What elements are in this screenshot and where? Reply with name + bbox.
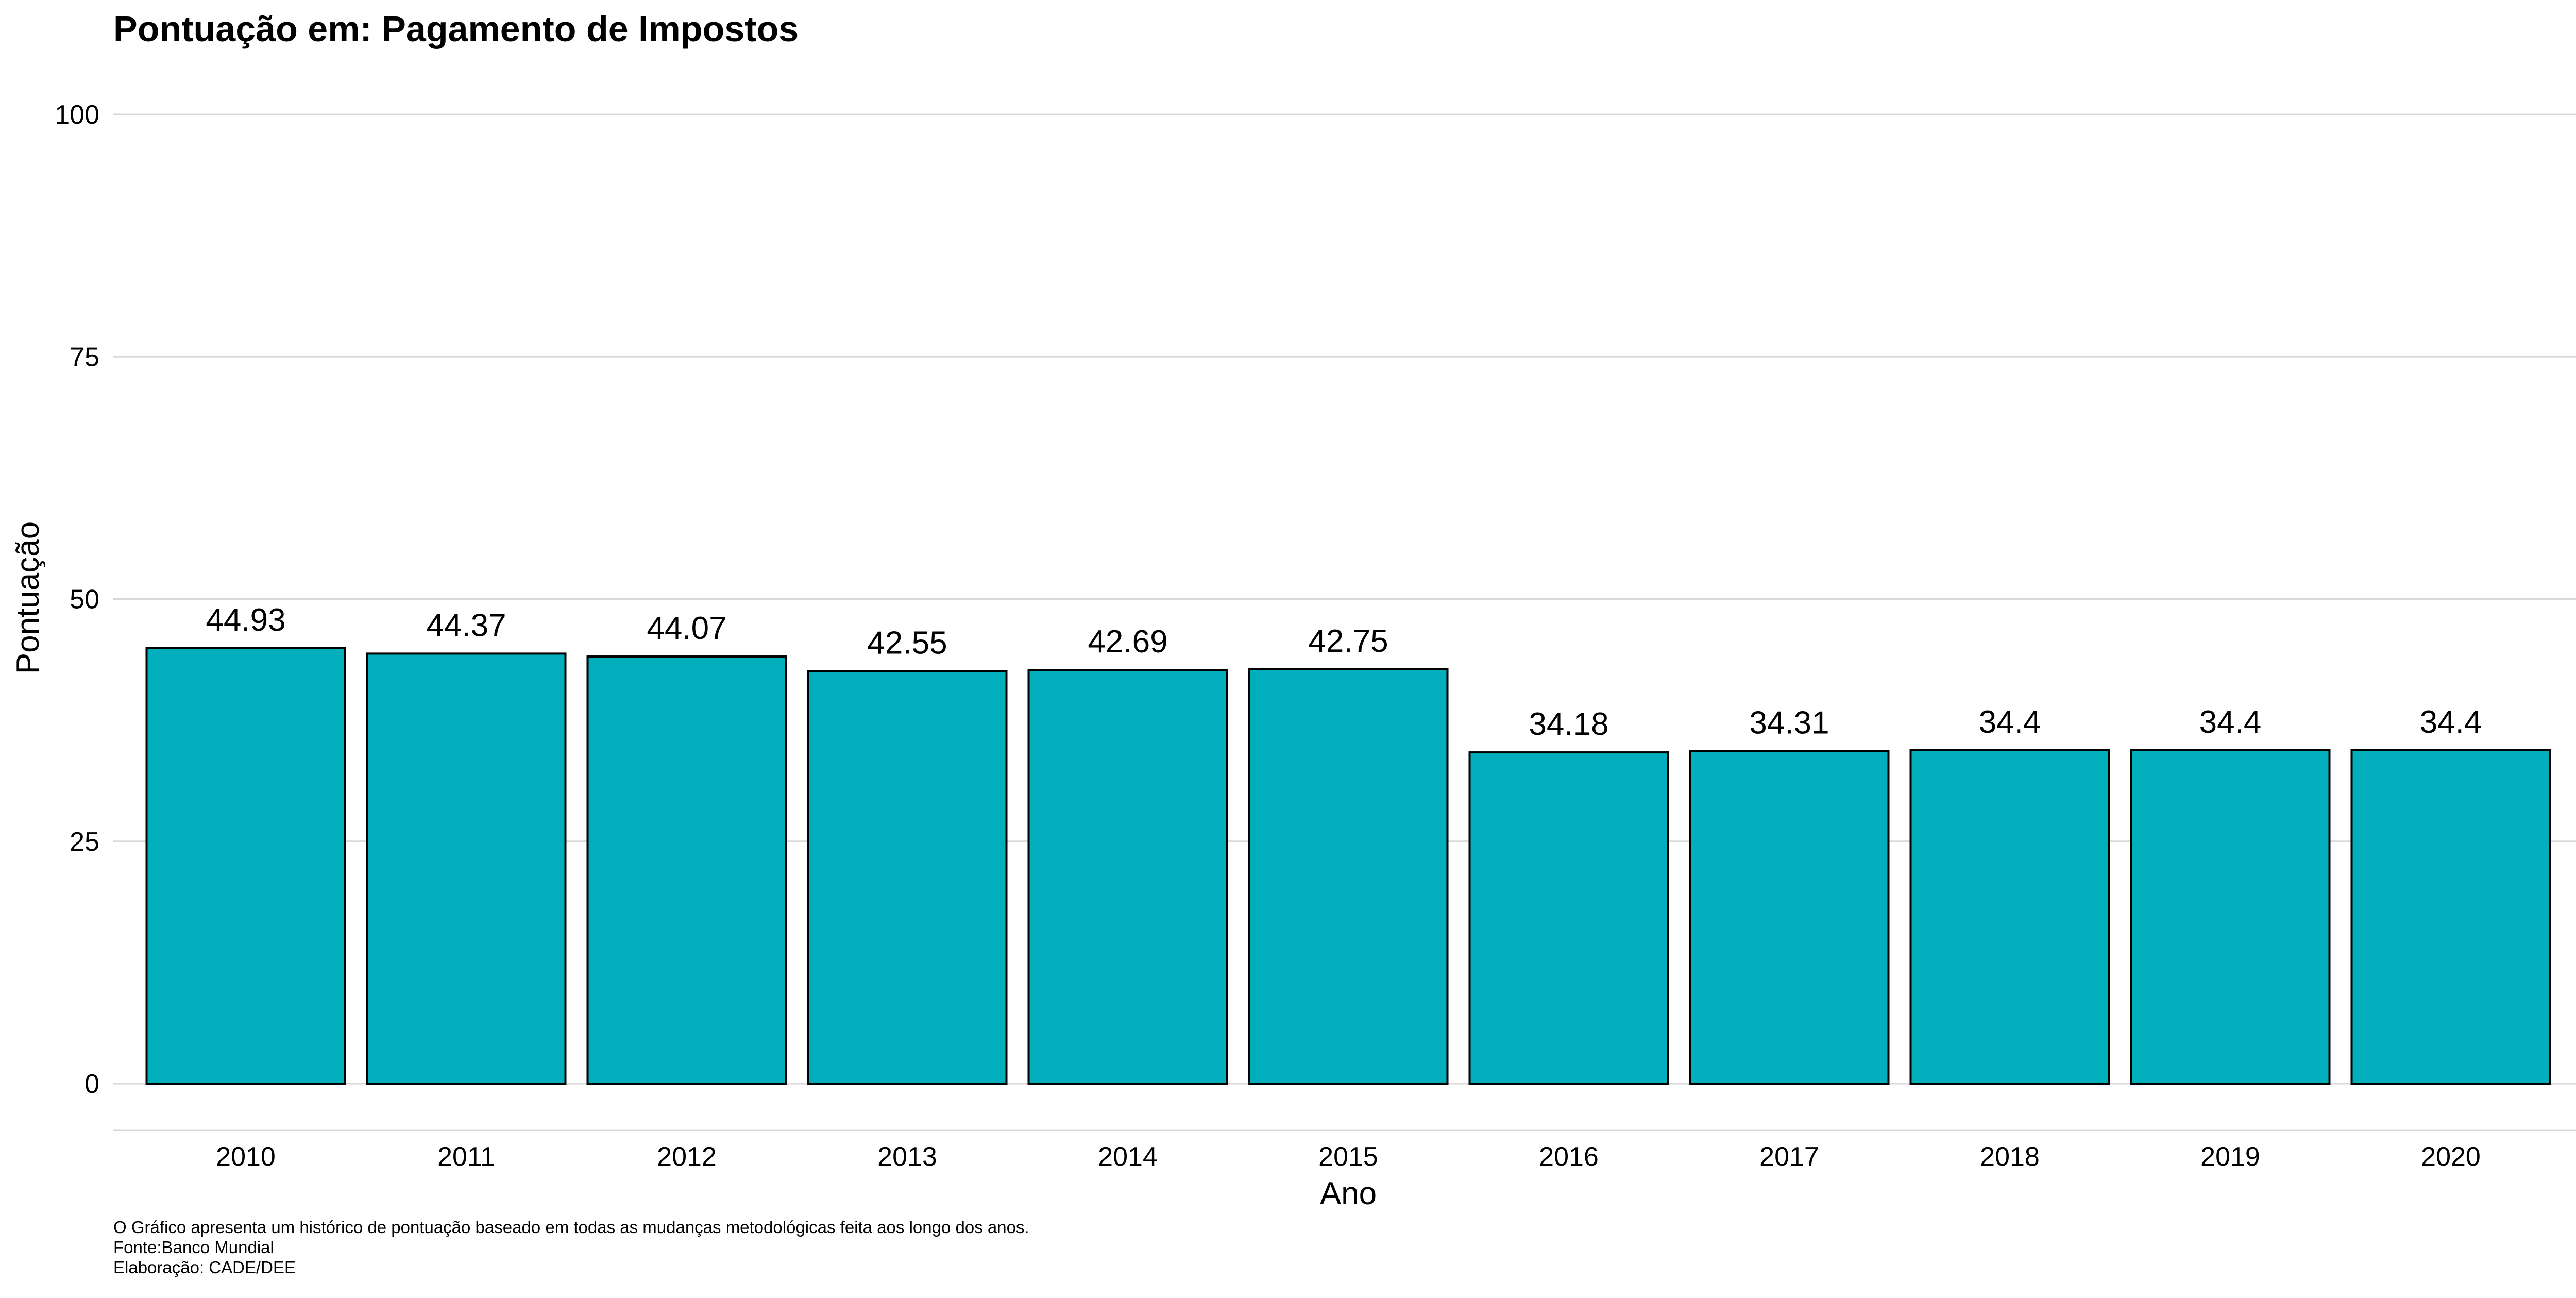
caption-line: Fonte:Banco Mundial [113,1238,274,1257]
x-tick-label: 2015 [1318,1142,1378,1172]
bar-value-label: 42.75 [1308,623,1388,659]
bar-value-label: 34.18 [1529,706,1608,742]
x-tick-label: 2013 [877,1142,937,1172]
y-axis-title: Pontuação [10,521,46,674]
bars [145,647,2551,1085]
bar-value-label: 44.07 [647,611,726,646]
x-tick-label: 2012 [657,1142,717,1172]
bar [2130,749,2331,1085]
bar-value-label: 44.93 [206,602,285,638]
x-tick-label: 2014 [1098,1142,1158,1172]
bar-value-label: 42.55 [867,626,947,661]
caption-line: Elaboração: CADE/DEE [113,1258,296,1277]
bar [145,647,346,1085]
bar [1909,749,2110,1085]
x-tick-label: 2016 [1539,1142,1599,1172]
x-tick-label: 2011 [437,1142,495,1172]
x-tick-label: 2020 [2421,1142,2481,1172]
bar [1689,750,1890,1085]
bar-value-label: 34.4 [1979,704,2041,740]
x-tick-label: 2019 [2200,1142,2260,1172]
x-tick-label: 2017 [1759,1142,1819,1172]
bar [1248,668,1449,1085]
bar [586,655,787,1085]
x-tick-label: 2018 [1980,1142,2040,1172]
x-tick-label: 2010 [216,1142,276,1172]
bar [1027,669,1228,1085]
caption-line: O Gráfico apresenta um histórico de pont… [113,1218,1029,1237]
bar-value-labels: 44.93 44.37 44.07 42.55 42.69 42.75 34.18 34.31… [206,602,2482,742]
y-tick-label: 75 [70,342,99,372]
bar-value-label: 34.31 [1749,705,1829,741]
bar-value-label: 44.37 [426,608,506,643]
bar-value-label: 34.4 [2199,704,2262,740]
y-tick-label: 25 [70,827,99,857]
chart-title: Pontuação em: Pagamento de Impostos [113,9,799,49]
x-axis-title: Ano [1320,1176,1377,1211]
bar [807,670,1008,1085]
y-tick-label: 100 [55,100,99,130]
bar-value-label: 42.69 [1088,624,1167,660]
bar-value-label: 34.4 [2420,704,2482,740]
y-tick-label: 0 [84,1069,99,1099]
y-axis-ticks: 0 25 50 75 100 [55,100,99,1099]
bar [1468,751,1669,1085]
y-tick-label: 50 [70,585,99,615]
x-axis-ticks: 2010 2011 2012 2013 2014 2015 2016 2017 2018 2019… [216,1142,2481,1172]
bar [366,652,567,1085]
bar [2350,749,2551,1085]
